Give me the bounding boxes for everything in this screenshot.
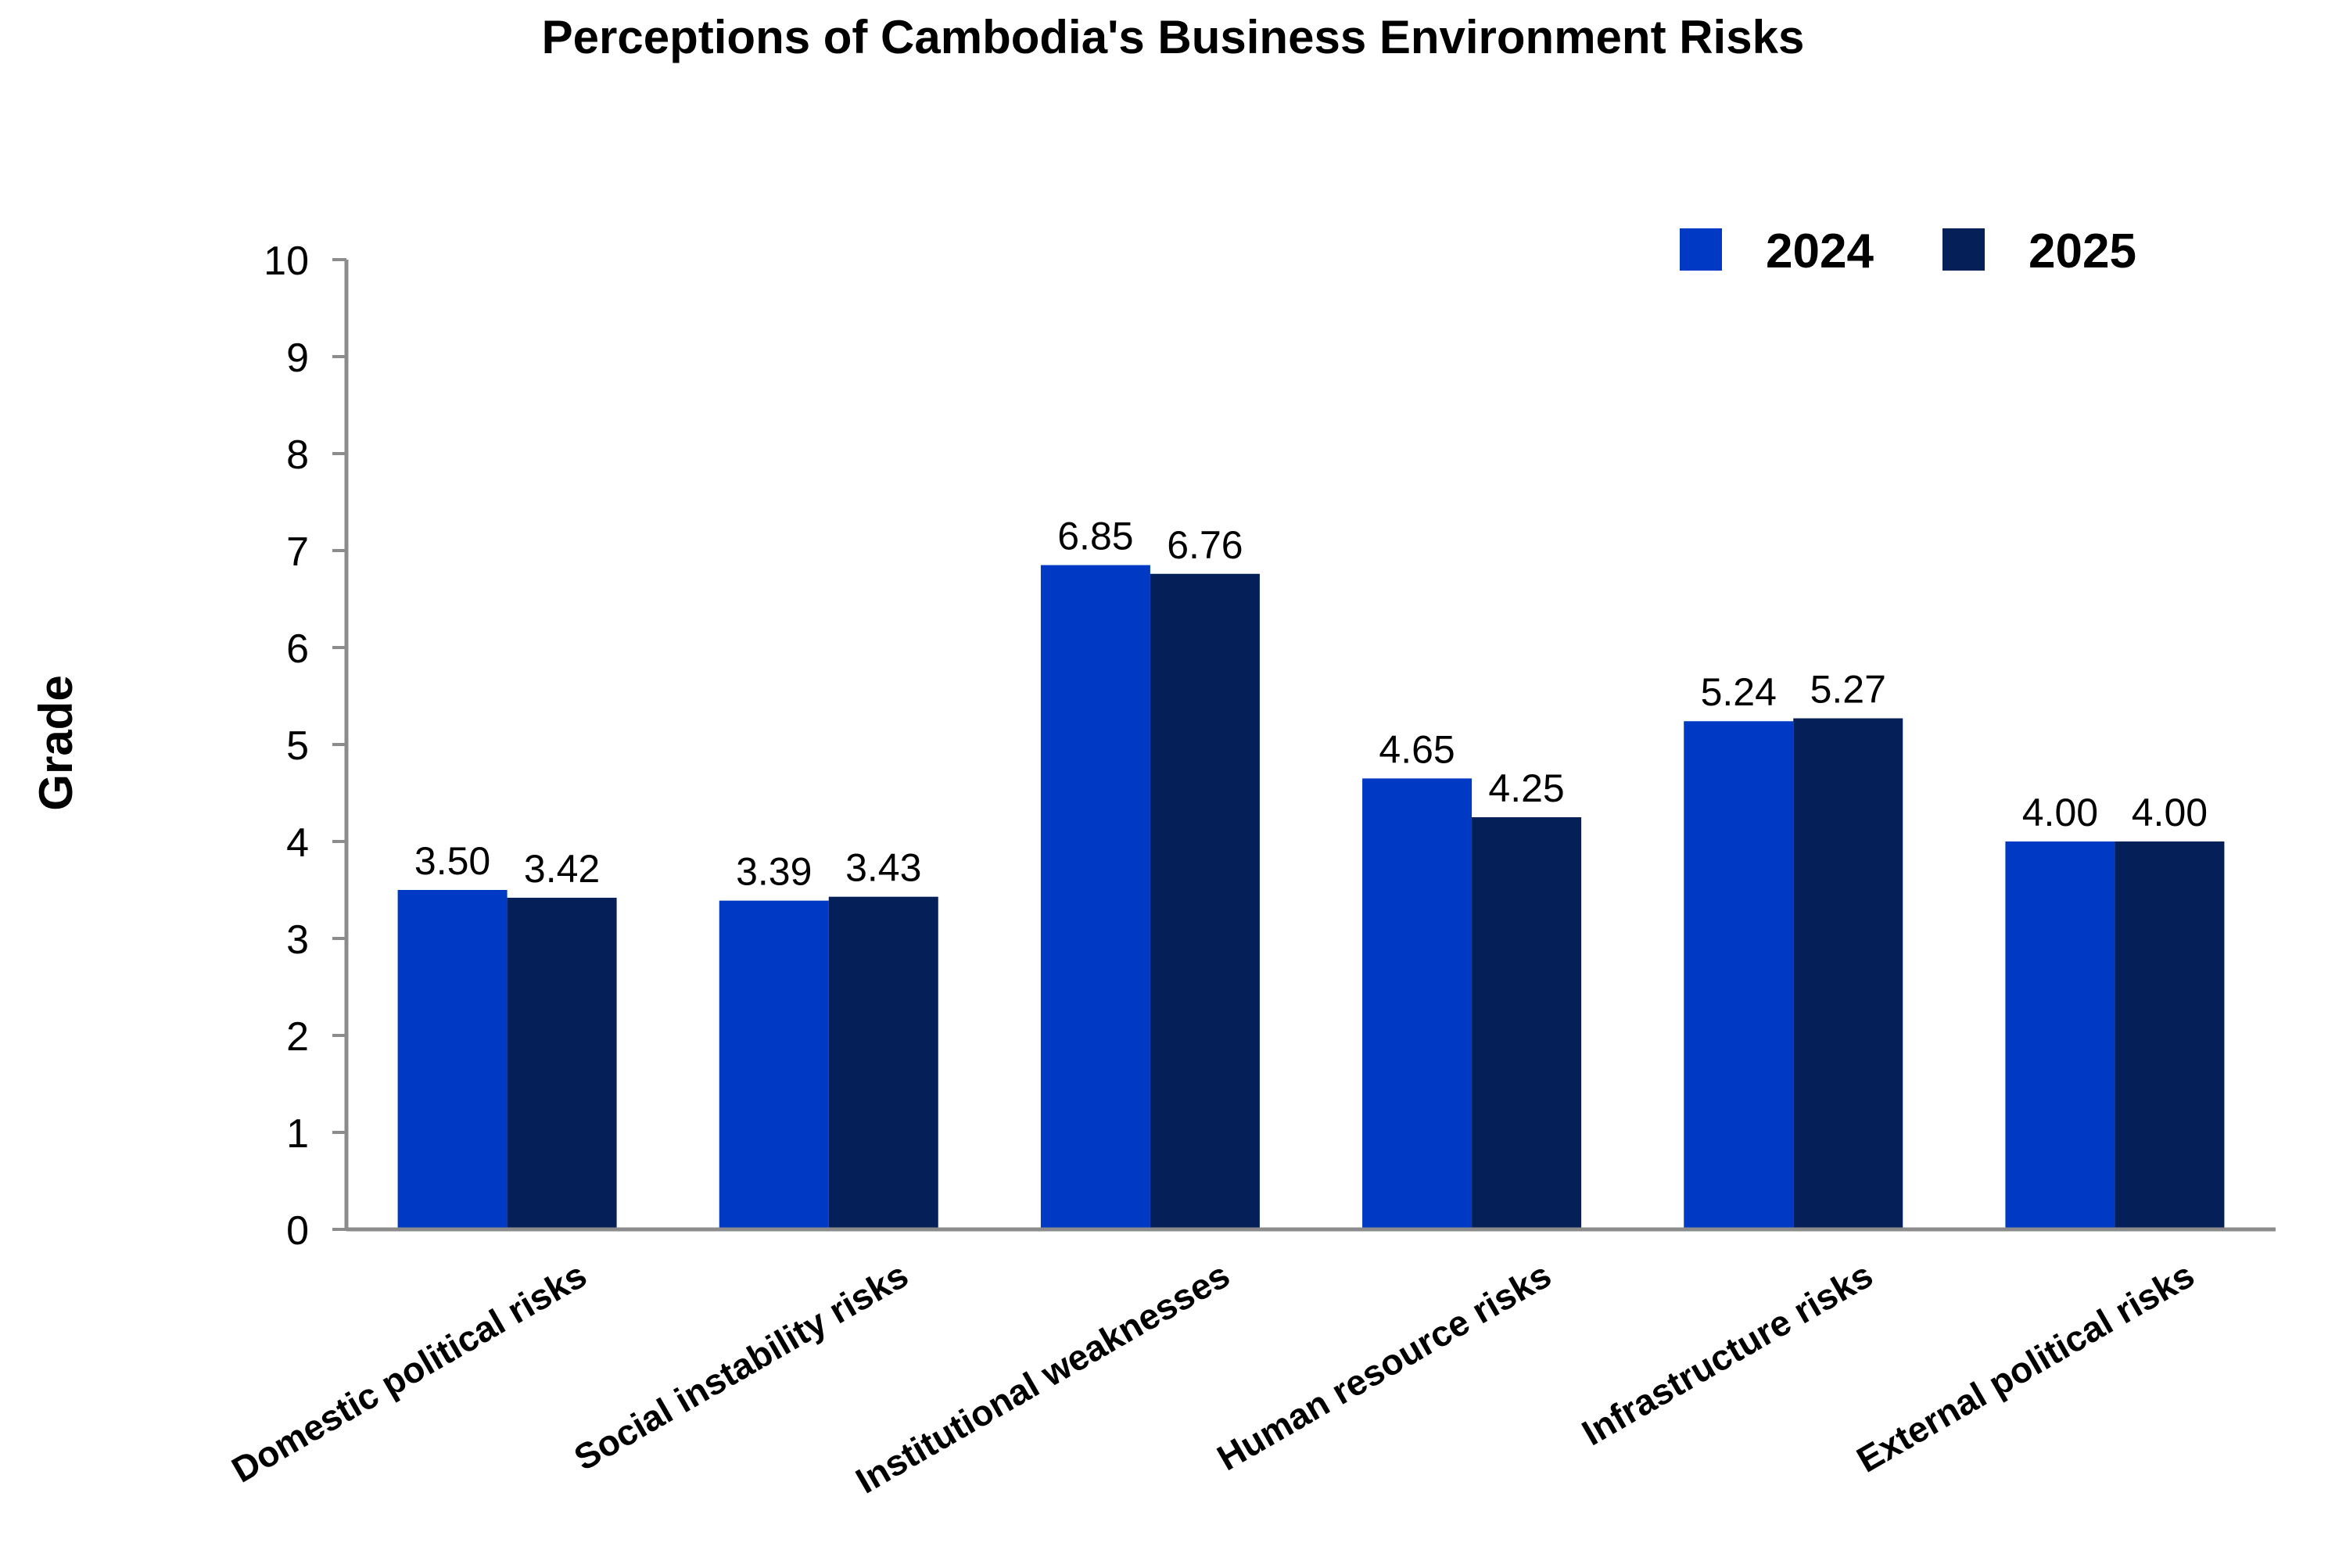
data-label: 5.27 [1810,668,1886,712]
bar-2025-2 [1150,573,1260,1229]
x-tick-label: Infrastructure risks [1575,1254,1879,1454]
y-tick-label: 4 [286,820,309,866]
data-label: 4.00 [2132,791,2208,834]
legend-swatch-2024 [1680,228,1722,271]
legend: 2024 2025 [1680,224,2136,278]
chart-title: Perceptions of Cambodia's Business Envir… [542,11,1805,63]
data-label: 3.42 [524,847,600,891]
bar-2024-0 [397,890,508,1229]
x-tick-label: Domestic political risks [225,1254,594,1491]
bar-2024-3 [1362,778,1473,1229]
y-tick-label: 3 [286,917,309,963]
bar-2025-1 [828,896,938,1229]
data-label: 6.76 [1167,523,1243,567]
legend-label-2025: 2025 [2029,224,2136,278]
y-tick-label: 6 [286,626,309,672]
data-label: 4.00 [2022,791,2098,834]
y-tick-label: 8 [286,432,309,478]
plot-area: 0 1 2 3 4 5 6 7 8 9 10 3.50 3.42 Domestic political r… [225,239,2276,1502]
bar-2025-3 [1472,817,1582,1229]
bar-2024-2 [1040,565,1150,1229]
x-tick-label: External political risks [1850,1254,2201,1480]
y-axis-label: Grade [30,675,82,810]
legend-swatch-2025 [1942,228,1985,271]
bar-2024-1 [719,900,829,1229]
y-tick-label: 0 [286,1208,309,1254]
bar-2025-5 [2115,841,2225,1229]
data-label: 3.50 [414,839,490,883]
y-tick-label: 5 [286,723,309,769]
data-label: 4.25 [1488,766,1564,810]
y-tick-label: 7 [286,529,309,575]
data-label: 3.39 [736,850,812,894]
data-label: 3.43 [845,846,921,890]
y-tick-label: 2 [286,1014,309,1060]
y-tick-label: 1 [286,1111,309,1157]
bar-2025-0 [507,897,617,1229]
bar-2025-4 [1793,718,1903,1229]
bar-2024-5 [2005,841,2115,1229]
x-tick-label: Social instability risks [567,1254,914,1479]
y-tick-label: 9 [286,335,309,381]
legend-label-2024: 2024 [1766,224,1874,278]
y-tick-label: 10 [264,239,309,284]
bar-2024-4 [1684,721,1794,1229]
x-tick-label: Human resource risks [1211,1254,1558,1479]
data-label: 6.85 [1057,515,1133,558]
data-label: 4.65 [1379,727,1455,771]
data-label: 5.24 [1701,670,1777,714]
